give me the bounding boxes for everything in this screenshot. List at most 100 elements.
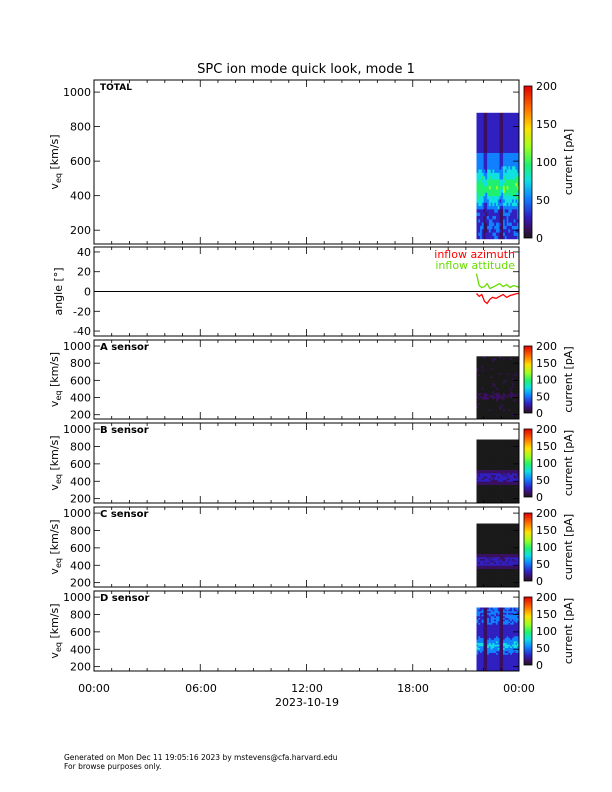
heatmap-cell — [517, 550, 520, 553]
colorbar-tick-b: 50 — [536, 474, 550, 487]
heatmap-cell — [506, 415, 509, 418]
heatmap-cell — [511, 195, 515, 200]
heatmap-cell — [497, 199, 500, 203]
heatmap-cell — [485, 548, 488, 551]
heatmap-cell — [517, 536, 520, 539]
heatmap-cell — [485, 563, 488, 566]
heatmap-cell — [508, 199, 511, 203]
heatmap-cell — [490, 645, 493, 649]
heatmap-cell — [511, 647, 515, 650]
heatmap-cell — [513, 481, 516, 484]
heatmap-cell — [510, 570, 513, 573]
heatmap-cell — [506, 439, 509, 442]
heatmap-cell — [487, 526, 490, 529]
heatmap-cell — [485, 662, 488, 665]
heatmap-cell — [481, 568, 484, 571]
heatmap-cell — [515, 553, 518, 556]
heatmap-cell — [515, 402, 518, 405]
heatmap-cell — [510, 407, 513, 410]
heatmap-cell — [497, 576, 500, 580]
heatmap-cell — [478, 615, 481, 618]
heatmap-cell — [506, 667, 509, 670]
heatmap-cell — [517, 402, 520, 405]
heatmap-cell — [506, 471, 509, 474]
heatmap-cell — [480, 441, 483, 444]
heatmap-cell — [488, 202, 492, 207]
heatmap-cell — [501, 366, 504, 369]
heatmap-cell — [511, 208, 515, 213]
heatmap-cell — [490, 145, 493, 150]
heatmap-cell — [476, 218, 479, 223]
heatmap-cell — [506, 619, 509, 622]
heatmap-cell — [511, 551, 515, 554]
heatmap-cell — [495, 541, 499, 544]
heatmap-cell — [488, 410, 492, 413]
heatmap-cell — [508, 627, 511, 630]
heatmap-cell — [487, 402, 490, 405]
heatmap-cell — [508, 447, 511, 450]
heatmap-cell — [506, 546, 509, 549]
heatmap-cell — [487, 632, 490, 635]
heatmap-cell — [476, 550, 479, 553]
heatmap-cell — [494, 573, 497, 576]
heatmap-cell — [506, 381, 509, 384]
heatmap-cell — [503, 361, 506, 364]
heatmap-cell — [490, 447, 493, 450]
heatmap-cell — [478, 632, 481, 635]
heatmap-cell — [485, 409, 488, 412]
heatmap-cell — [492, 533, 495, 536]
heatmap-cell — [515, 545, 518, 548]
heatmap-cell — [510, 392, 513, 395]
heatmap-cell — [497, 172, 500, 177]
heatmap-cell — [513, 580, 516, 583]
heatmap-cell — [510, 583, 513, 586]
heatmap-cell — [495, 376, 499, 379]
heatmap-cell — [478, 407, 481, 410]
heatmap-cell — [485, 477, 488, 481]
heatmap-cell — [483, 647, 486, 650]
heatmap-cell — [476, 189, 479, 193]
heatmap-cell — [503, 457, 506, 460]
heatmap-cell — [506, 568, 509, 571]
heatmap-cell — [503, 531, 506, 534]
heatmap-cell — [504, 494, 507, 497]
y-tick-label: 400 — [70, 643, 91, 656]
heatmap-cell — [508, 487, 511, 491]
heatmap-cell — [508, 637, 511, 640]
heatmap-cell — [508, 489, 511, 492]
heatmap-cell — [488, 451, 492, 454]
heatmap-cell — [481, 371, 484, 374]
heatmap-cell — [508, 132, 511, 137]
heatmap-cell — [481, 457, 484, 460]
heatmap-cell — [481, 617, 484, 620]
heatmap-cell — [483, 362, 486, 365]
heatmap-cell — [497, 112, 500, 117]
heatmap-cell — [510, 535, 513, 538]
heatmap-cell — [510, 640, 513, 643]
y-tick-label: 400 — [70, 475, 91, 488]
heatmap-cell — [495, 548, 499, 551]
heatmap-cell — [504, 212, 507, 217]
heatmap-cell — [503, 452, 506, 455]
heatmap-cell — [511, 655, 515, 659]
heatmap-cell — [483, 575, 486, 578]
heatmap-cell — [483, 548, 486, 551]
heatmap-cell — [503, 650, 506, 654]
heatmap-cell — [515, 394, 518, 397]
heatmap-cell — [513, 647, 516, 650]
heatmap-cell — [503, 189, 506, 193]
heatmap-cell — [492, 374, 495, 377]
heatmap-cell — [504, 374, 507, 377]
heatmap-cell — [495, 580, 499, 583]
heatmap-cell — [495, 399, 499, 402]
heatmap-cell — [480, 535, 483, 538]
heatmap-cell — [478, 471, 481, 474]
heatmap-cell — [495, 182, 499, 187]
heatmap-cell — [494, 535, 497, 538]
heatmap-cell — [517, 145, 520, 150]
heatmap-cell — [490, 540, 493, 543]
heatmap-cell — [511, 531, 515, 534]
heatmap-cell — [483, 390, 486, 394]
heatmap-cell — [506, 551, 509, 554]
